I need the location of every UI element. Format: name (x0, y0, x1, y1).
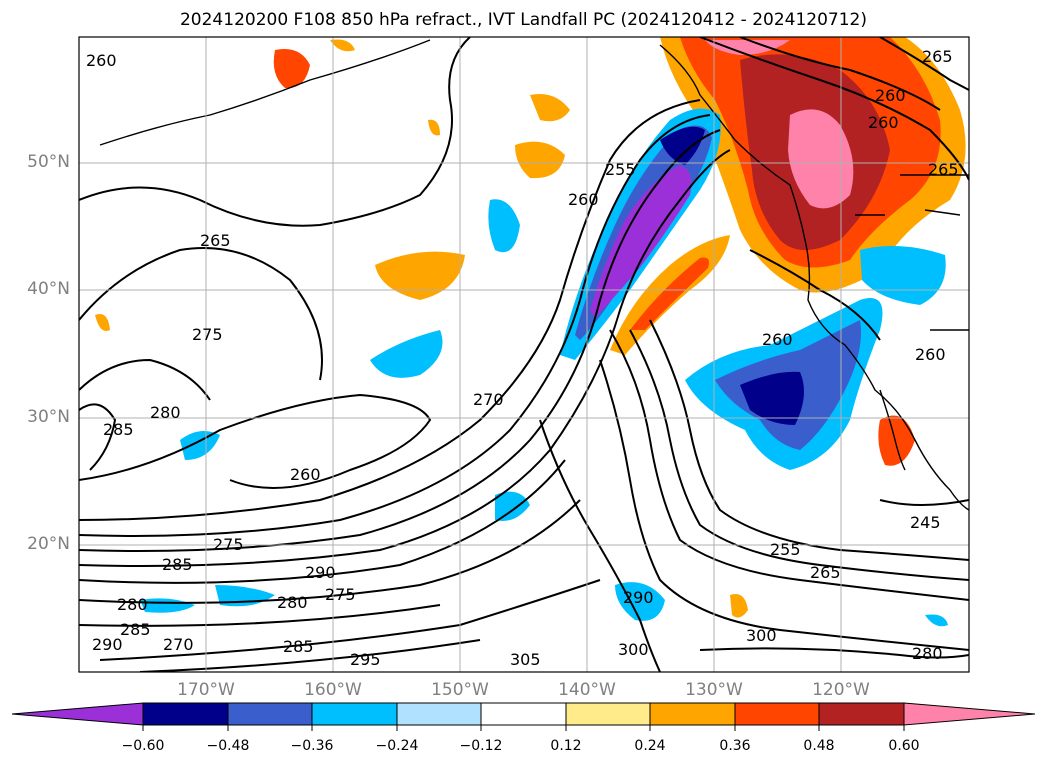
shade-purple-trough (590, 165, 692, 318)
contour-labels: 260 265 275 280 285 260 255 260 270 275 … (86, 47, 959, 669)
colorbar-bin (11, 702, 144, 726)
contour-label: 255 (770, 540, 801, 559)
shade-blob-e (370, 330, 443, 378)
contour-label: 275 (325, 585, 356, 604)
shade-blob-c (515, 141, 565, 179)
shade-blob-a (273, 49, 310, 89)
colorbar-tick-label: 0.12 (550, 738, 582, 754)
shade-navy-ca (740, 371, 804, 425)
shade-blob-d (530, 94, 570, 122)
colorbar-bin (649, 702, 736, 726)
lat-label: 30°N (27, 407, 70, 427)
shade-blob-k (495, 491, 530, 521)
colorbar-bin (311, 702, 398, 726)
contour-label: 280 (277, 593, 308, 612)
contour-label: 295 (350, 650, 381, 669)
contour-label: 260 (868, 113, 899, 132)
coastlines (99, 39, 969, 511)
colorbar-tick-label: 0.60 (888, 738, 920, 754)
contour-label: 260 (762, 330, 793, 349)
colorbar-tick-label: 0.36 (719, 738, 751, 754)
shade-blob-m (730, 594, 748, 618)
shade-navy-trough (660, 126, 705, 165)
shade-blob-q (925, 614, 948, 627)
contour-label: 265 (810, 563, 841, 582)
lon-label: 160°W (304, 680, 362, 700)
contour-label: 275 (213, 535, 244, 554)
shade-pink-top (705, 40, 790, 55)
colorbar-tick-label: −0.24 (375, 738, 419, 754)
contour-label: 265 (922, 47, 953, 66)
shade-blob-g (180, 431, 220, 460)
contour-label: 245 (910, 513, 941, 532)
shade-blob-h (140, 598, 195, 613)
contour-label: 270 (473, 390, 504, 409)
colorbar-bin (565, 702, 651, 726)
colorbar-bin (142, 702, 229, 726)
contour-label: 270 (163, 635, 194, 654)
colorbar-bin (396, 702, 482, 726)
shade-blob-j (615, 582, 665, 621)
shade-blob-f (488, 199, 520, 253)
contour-label: 285 (162, 555, 193, 574)
contour-label: 285 (120, 620, 151, 639)
contour-label: 260 (875, 86, 906, 105)
shade-lightblue-ne (860, 246, 946, 305)
shade-blob-p (330, 39, 355, 52)
contour-label: 290 (92, 635, 123, 654)
contour-label: 285 (283, 637, 314, 656)
shade-blob-b (375, 251, 465, 300)
map-frame (78, 36, 970, 673)
contour-label: 260 (915, 345, 946, 364)
contour-label: 280 (150, 403, 181, 422)
lat-label: 50°N (27, 152, 70, 172)
contour-lines (79, 37, 969, 672)
contour-label: 260 (568, 190, 599, 209)
shade-blob-n (95, 314, 110, 331)
contour-label: 260 (86, 51, 117, 70)
map-title: 2024120200 F108 850 hPa refract., IVT La… (179, 10, 867, 30)
shade-blob-o (428, 119, 440, 136)
colorbar-tick-label: 0.24 (634, 738, 666, 754)
map-plot-area (79, 37, 969, 672)
lon-label: 170°W (177, 680, 235, 700)
colorbar-tick-label: −0.60 (121, 738, 165, 754)
contour-label: 265 (200, 231, 231, 250)
gridlines (79, 37, 969, 672)
lon-label: 150°W (431, 680, 489, 700)
contour-label: 265 (928, 160, 959, 179)
colorbar-tick-label: 0.48 (803, 738, 835, 754)
contour-label: 290 (305, 563, 336, 582)
lon-label: 140°W (558, 680, 616, 700)
lon-label: 130°W (685, 680, 743, 700)
lat-label: 20°N (27, 534, 70, 554)
contour-label: 305 (510, 650, 541, 669)
contour-label: 275 (192, 325, 223, 344)
contour-label: 300 (746, 626, 777, 645)
shade-pink-nw (788, 109, 854, 209)
contour-label: 260 (290, 465, 321, 484)
colorbar-tick-label: −0.36 (290, 738, 334, 754)
contour-label: 280 (912, 644, 943, 663)
colorbar-bin (734, 702, 820, 726)
colorbar-bin (818, 702, 905, 726)
colorbar-bin (480, 702, 567, 726)
colorbar-tick-label: −0.48 (206, 738, 250, 754)
contour-label: 290 (623, 588, 654, 607)
shade-blob-l (878, 415, 915, 466)
lat-label: 40°N (27, 279, 70, 299)
colorbar-bin (903, 702, 1036, 726)
contour-label: 280 (117, 595, 148, 614)
shade-red-band (630, 257, 709, 330)
lon-label: 120°W (812, 680, 870, 700)
colorbar-bin (227, 702, 313, 726)
colorbar-tick-label: −0.12 (459, 738, 503, 754)
colorbar (11, 702, 1036, 731)
contour-label: 255 (605, 160, 636, 179)
contour-label: 300 (618, 640, 649, 659)
contour-label: 285 (103, 420, 134, 439)
